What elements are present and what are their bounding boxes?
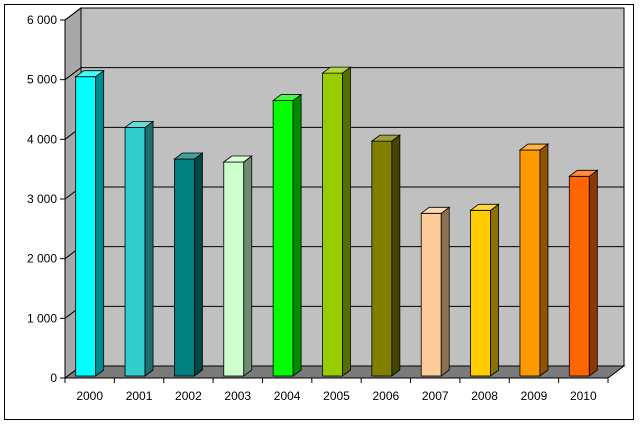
bar-top (518, 143, 550, 151)
bar-top (568, 169, 599, 177)
bar-front (519, 149, 541, 377)
bar-top (123, 121, 155, 128)
x-tick-label: 2008 (471, 389, 498, 403)
bar-top (370, 134, 402, 142)
bar-side (342, 66, 351, 377)
x-tick-label: 2004 (274, 389, 301, 403)
bar-side (292, 93, 302, 377)
bar-front (223, 161, 245, 377)
bar (271, 93, 303, 377)
bar (173, 152, 204, 377)
x-tick-label: 2005 (323, 389, 350, 403)
bar-side (391, 134, 401, 377)
x-tick-label: 2000 (76, 389, 103, 403)
bars (74, 66, 599, 377)
y-tick-label: 3 000 (27, 192, 57, 206)
bar-side (440, 206, 450, 377)
bar-side (243, 155, 253, 377)
x-tick-label: 2007 (422, 389, 449, 403)
bar-front (470, 209, 491, 377)
bar-front (371, 140, 393, 377)
y-tick-label: 6 000 (27, 13, 57, 27)
bar (370, 134, 402, 377)
bar-top (271, 94, 303, 101)
x-tick-label: 2006 (373, 389, 400, 403)
bar (420, 206, 451, 377)
bar-side (95, 69, 105, 377)
x-tick-label: 2009 (521, 389, 548, 403)
y-axis-ticks: 0 1 000 2 000 3 000 4 000 5 000 6 000 (27, 13, 65, 385)
x-tick-label: 2003 (224, 389, 251, 403)
bar-front (272, 100, 294, 377)
x-axis-ticks: 2000 2001 2002 2003 2004 2005 2006 2007 2008 2009… (64, 378, 609, 403)
gridline-side (64, 7, 82, 21)
bar (568, 169, 599, 377)
bar-top (420, 206, 451, 214)
bar-side (490, 203, 499, 377)
bar (74, 69, 105, 377)
bar-front (568, 175, 590, 377)
x-tick-label: 2010 (570, 389, 597, 403)
bar-side (539, 143, 549, 377)
bar-side (194, 152, 203, 377)
bar (222, 155, 253, 377)
y-tick-label: 0 (50, 371, 57, 385)
bar-side (588, 169, 598, 377)
y-tick-label: 5 000 (27, 73, 57, 87)
bar-front (124, 127, 146, 377)
bar-front (322, 72, 343, 377)
bar (469, 203, 500, 377)
bar-top (74, 70, 105, 78)
bar-top (469, 203, 500, 211)
bar (518, 143, 550, 377)
x-tick-label: 2001 (126, 389, 153, 403)
bar-front (174, 158, 195, 377)
bar-front (75, 76, 97, 377)
bar-side (144, 120, 154, 377)
bar-front (420, 212, 442, 377)
bar (321, 66, 352, 377)
bar (123, 120, 155, 377)
y-tick-label: 1 000 (27, 311, 57, 325)
y-tick-label: 2 000 (27, 252, 57, 266)
bar-top (222, 155, 253, 163)
bar-top (321, 66, 352, 74)
x-tick-label: 2002 (175, 389, 202, 403)
bar-top (173, 152, 204, 160)
gridline-side (64, 67, 82, 81)
y-tick-label: 4 000 (27, 132, 57, 146)
